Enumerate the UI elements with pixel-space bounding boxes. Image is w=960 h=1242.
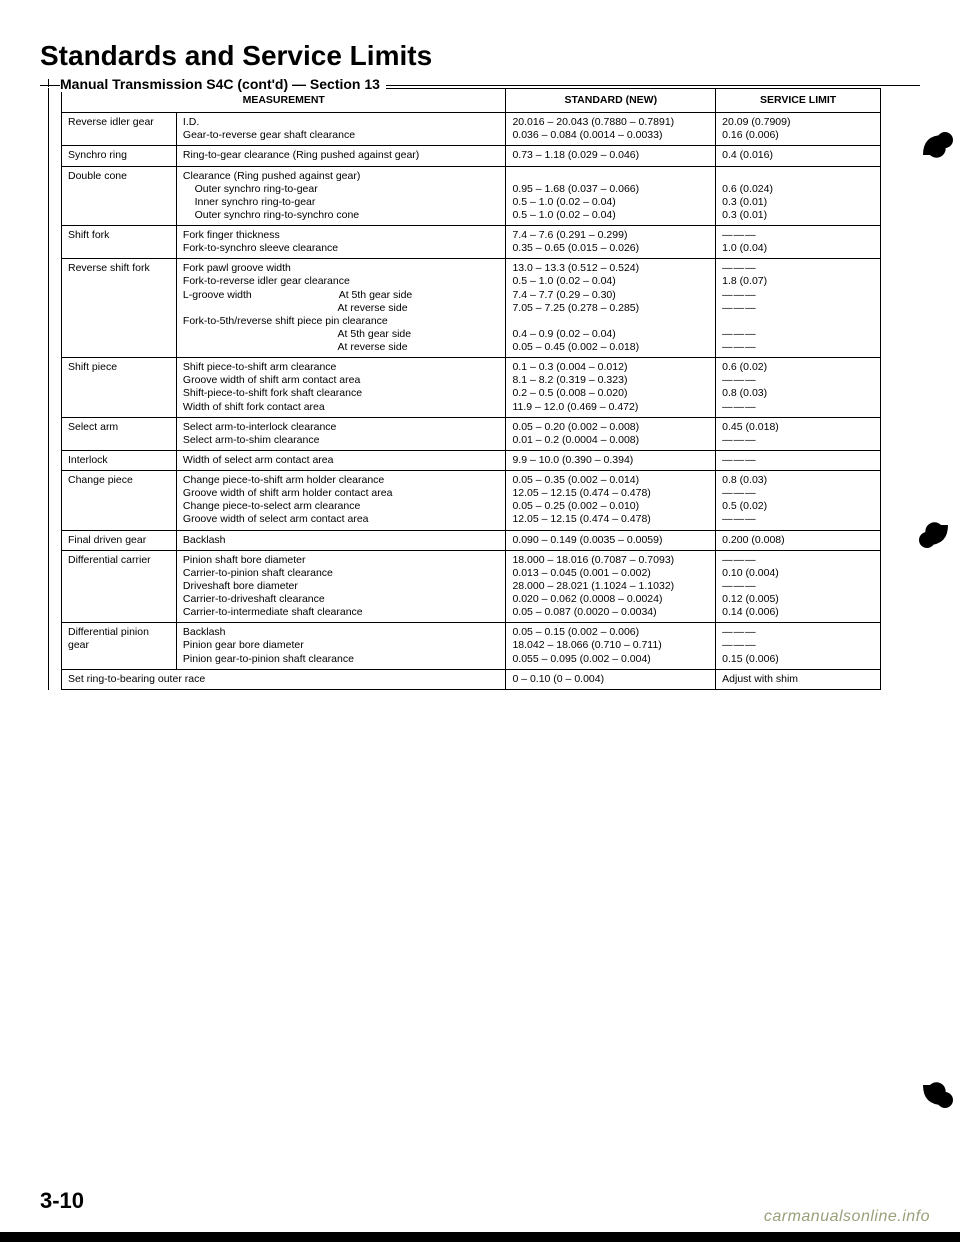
table-row: Differential pinion gearBacklash Pinion … <box>62 623 881 669</box>
cell-standard: 13.0 – 13.3 (0.512 – 0.524)0.5 – 1.0 (0.… <box>506 259 716 358</box>
table-row: Synchro ringRing-to-gear clearance (Ring… <box>62 146 881 166</box>
table-row: Shift pieceShift piece-to-shift arm clea… <box>62 358 881 418</box>
cell-limit: 0.6 (0.024)0.3 (0.01)0.3 (0.01) <box>716 166 881 226</box>
cell-limit: 0.8 (0.03)———0.5 (0.02)——— <box>716 471 881 531</box>
cell-measurement: I.D. Gear-to-reverse gear shaft clearanc… <box>176 113 506 146</box>
section-title: Manual Transmission S4C (cont'd) — Secti… <box>60 76 386 92</box>
cell-limit: 0.4 (0.016) <box>716 146 881 166</box>
cell-limit: ———1.0 (0.04) <box>716 226 881 259</box>
margin-mark-icon <box>918 520 954 557</box>
table-row: Double coneClearance (Ring pushed agains… <box>62 166 881 226</box>
cell-standard: 18.000 – 18.016 (0.7087 – 0.7093)0.013 –… <box>506 550 716 623</box>
header-standard: STANDARD (NEW) <box>506 89 716 113</box>
cell-component: Change piece <box>62 471 177 531</box>
cell-limit: ———0.10 (0.004)———0.12 (0.005)0.14 (0.00… <box>716 550 881 623</box>
cell-component: Synchro ring <box>62 146 177 166</box>
cell-component: Double cone <box>62 166 177 226</box>
cell-standard: 9.9 – 10.0 (0.390 – 0.394) <box>506 450 716 470</box>
table-row: Shift forkFork finger thickness Fork-to-… <box>62 226 881 259</box>
cell-limit: 20.09 (0.7909)0.16 (0.006) <box>716 113 881 146</box>
cell-component: Reverse idler gear <box>62 113 177 146</box>
cell-limit: 0.200 (0.008) <box>716 530 881 550</box>
bottom-bar <box>0 1232 960 1242</box>
table-header-row: MEASUREMENT STANDARD (NEW) SERVICE LIMIT <box>62 89 881 113</box>
cell-component: Interlock <box>62 450 177 470</box>
header-measurement: MEASUREMENT <box>62 89 506 113</box>
table-row: Final driven gearBacklash0.090 – 0.149 (… <box>62 530 881 550</box>
cell-standard: 0.090 – 0.149 (0.0035 – 0.0059) <box>506 530 716 550</box>
table-row: Reverse shift forkFork pawl groove width… <box>62 259 881 358</box>
header-limit: SERVICE LIMIT <box>716 89 881 113</box>
cell-component: Shift piece <box>62 358 177 418</box>
cell-standard: 0.05 – 0.20 (0.002 – 0.008)0.01 – 0.2 (0… <box>506 417 716 450</box>
cell-standard: 0.73 – 1.18 (0.029 – 0.046) <box>506 146 716 166</box>
cell-measurement: Clearance (Ring pushed against gear) Out… <box>176 166 506 226</box>
table-row: Change pieceChange piece-to-shift arm ho… <box>62 471 881 531</box>
cell-measurement: Fork pawl groove width Fork-to-reverse i… <box>176 259 506 358</box>
cell-component: Reverse shift fork <box>62 259 177 358</box>
page-title: Standards and Service Limits <box>40 40 920 72</box>
table-row: Select armSelect arm-to-interlock cleara… <box>62 417 881 450</box>
cell-standard: 0.95 – 1.68 (0.037 – 0.066)0.5 – 1.0 (0.… <box>506 166 716 226</box>
page-number: 3-10 <box>40 1188 84 1214</box>
cell-measurement: Backlash <box>176 530 506 550</box>
cell-measurement: Change piece-to-shift arm holder clearan… <box>176 471 506 531</box>
cell-measurement: Pinion shaft bore diameter Carrier-to-pi… <box>176 550 506 623</box>
cell-standard: 0 – 0.10 (0 – 0.004) <box>506 669 716 689</box>
cell-limit: ——————0.15 (0.006) <box>716 623 881 669</box>
cell-component: Set ring-to-bearing outer race <box>62 669 506 689</box>
cell-measurement: Fork finger thickness Fork-to-synchro sl… <box>176 226 506 259</box>
cell-standard: 0.1 – 0.3 (0.004 – 0.012)8.1 – 8.2 (0.31… <box>506 358 716 418</box>
table-row: Reverse idler gearI.D. Gear-to-reverse g… <box>62 113 881 146</box>
cell-limit: ———1.8 (0.07)———————————— <box>716 259 881 358</box>
cell-measurement: Ring-to-gear clearance (Ring pushed agai… <box>176 146 506 166</box>
cell-measurement: Backlash Pinion gear bore diameter Pinio… <box>176 623 506 669</box>
table-row: Differential carrierPinion shaft bore di… <box>62 550 881 623</box>
margin-mark-icon <box>918 130 954 167</box>
spec-table: MEASUREMENT STANDARD (NEW) SERVICE LIMIT… <box>61 88 881 690</box>
cell-measurement: Select arm-to-interlock clearance Select… <box>176 417 506 450</box>
cell-standard: 20.016 – 20.043 (0.7880 – 0.7891)0.036 –… <box>506 113 716 146</box>
cell-measurement: Shift piece-to-shift arm clearance Groov… <box>176 358 506 418</box>
cell-limit: Adjust with shim <box>716 669 881 689</box>
table-row: Set ring-to-bearing outer race0 – 0.10 (… <box>62 669 881 689</box>
watermark: carmanualsonline.info <box>764 1208 930 1226</box>
cell-component: Differential carrier <box>62 550 177 623</box>
cell-component: Differential pinion gear <box>62 623 177 669</box>
cell-component: Shift fork <box>62 226 177 259</box>
cell-standard: 7.4 – 7.6 (0.291 – 0.299)0.35 – 0.65 (0.… <box>506 226 716 259</box>
margin-mark-icon <box>918 1080 954 1117</box>
cell-measurement: Width of select arm contact area <box>176 450 506 470</box>
table-row: InterlockWidth of select arm contact are… <box>62 450 881 470</box>
cell-limit: 0.6 (0.02)———0.8 (0.03)——— <box>716 358 881 418</box>
cell-limit: ——— <box>716 450 881 470</box>
cell-standard: 0.05 – 0.35 (0.002 – 0.014)12.05 – 12.15… <box>506 471 716 531</box>
cell-component: Select arm <box>62 417 177 450</box>
cell-limit: 0.45 (0.018)——— <box>716 417 881 450</box>
cell-standard: 0.05 – 0.15 (0.002 – 0.006)18.042 – 18.0… <box>506 623 716 669</box>
cell-component: Final driven gear <box>62 530 177 550</box>
